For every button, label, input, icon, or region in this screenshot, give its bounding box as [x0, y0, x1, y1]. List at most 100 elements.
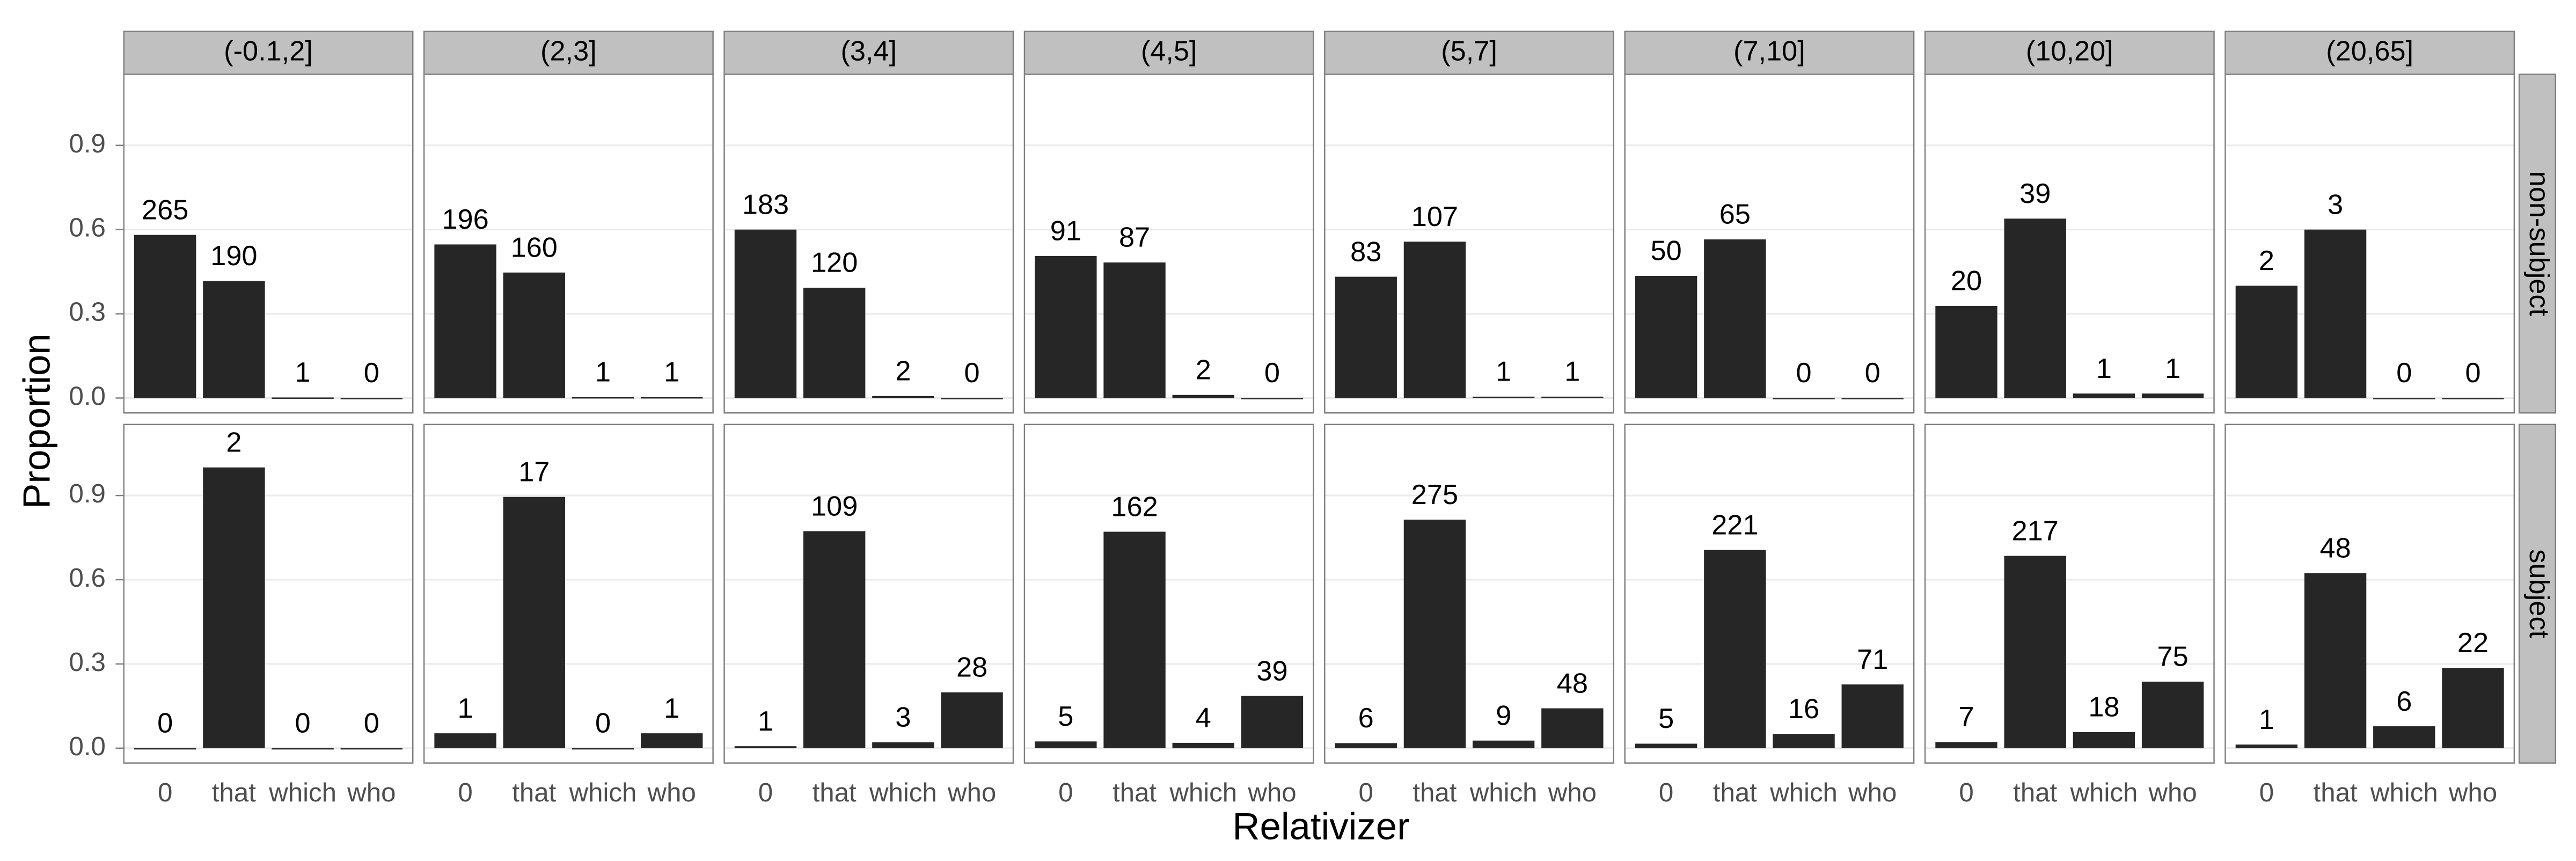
count-label: 0	[364, 708, 379, 739]
panel-border	[1624, 74, 1915, 414]
bar	[1472, 740, 1535, 748]
bar	[503, 497, 565, 748]
panel-border	[123, 74, 414, 414]
bar	[340, 748, 402, 750]
x-tick-label: 0	[1359, 778, 1373, 807]
bar	[2442, 668, 2504, 748]
bar	[272, 397, 334, 399]
panel-border	[1023, 424, 1314, 764]
x-tick-label: that	[813, 778, 857, 807]
count-label: 2	[1196, 354, 1211, 385]
bar	[2373, 726, 2435, 748]
count-label: 0	[595, 708, 611, 739]
count-label: 7	[1958, 702, 1974, 733]
bar	[1841, 398, 1904, 399]
x-tick-label: who	[947, 778, 996, 807]
x-tick-label: 0	[1659, 778, 1673, 807]
x-tick-label: who	[2148, 778, 2197, 807]
bar	[203, 467, 265, 748]
facet-column-label: (-0.1,2]	[224, 35, 313, 67]
count-label: 0	[157, 708, 173, 739]
count-label: 50	[1651, 236, 1682, 267]
bar	[1172, 742, 1234, 748]
x-tick-label: which	[1169, 778, 1237, 807]
bar	[2304, 573, 2367, 748]
count-label: 6	[2396, 686, 2412, 717]
panel-border	[1023, 74, 1314, 414]
count-label: 1	[1496, 356, 1511, 388]
count-label: 17	[518, 456, 550, 487]
count-label: 2	[226, 427, 241, 458]
x-tick-label: that	[1713, 778, 1757, 807]
count-label: 160	[511, 232, 558, 263]
count-label: 3	[2328, 189, 2343, 220]
y-tick-label: 0.3	[69, 297, 106, 327]
x-tick-label: 0	[758, 778, 773, 807]
bar	[803, 287, 866, 398]
x-tick-label: who	[647, 778, 696, 807]
bar	[340, 398, 402, 399]
count-label: 2	[2259, 245, 2274, 276]
bar	[1241, 696, 1304, 748]
x-tick-label: which	[268, 778, 336, 807]
count-label: 87	[1119, 222, 1150, 253]
bar	[1172, 395, 1234, 398]
count-label: 0	[2396, 357, 2412, 389]
bar	[203, 281, 265, 398]
bar	[1635, 743, 1697, 748]
bar	[941, 692, 1003, 748]
bar	[1103, 531, 1166, 748]
count-label: 0	[2465, 357, 2480, 389]
x-tick-label: which	[1469, 778, 1538, 807]
x-tick-label: that	[2013, 778, 2057, 807]
bar	[2004, 218, 2066, 398]
bar	[2373, 398, 2435, 399]
bar	[572, 748, 634, 750]
bar	[1841, 684, 1904, 748]
facet-strip	[2224, 31, 2515, 75]
bar	[1035, 741, 1097, 748]
bar	[434, 733, 496, 748]
count-label: 91	[1050, 216, 1081, 247]
x-tick-label: who	[1247, 778, 1296, 807]
count-label: 120	[811, 247, 858, 279]
count-label: 265	[142, 194, 188, 225]
x-tick-label: that	[2314, 778, 2358, 807]
count-label: 162	[1111, 491, 1158, 522]
x-tick-label: that	[1113, 778, 1157, 807]
panel-background	[123, 424, 413, 763]
x-tick-label: who	[2448, 778, 2497, 807]
count-label: 190	[210, 240, 257, 272]
x-tick-label: which	[2370, 778, 2438, 807]
count-label: 1	[2165, 353, 2180, 384]
count-label: 0	[1865, 357, 1880, 389]
x-tick-label: who	[1848, 778, 1897, 807]
facet-column-label: (20,65]	[2326, 35, 2413, 67]
bar	[2235, 745, 2298, 748]
y-tick-label: 0.0	[69, 732, 106, 761]
count-label: 83	[1350, 236, 1381, 267]
panel-background	[424, 424, 713, 763]
x-tick-label: who	[1548, 778, 1597, 807]
count-label: 28	[956, 652, 987, 683]
x-tick-label: 0	[1058, 778, 1073, 807]
panel-background	[1324, 424, 1614, 763]
bar	[1773, 734, 1835, 748]
count-label: 48	[1557, 668, 1588, 699]
x-tick-label: that	[1413, 778, 1457, 807]
facet-column-label: (2,3]	[540, 35, 597, 67]
count-label: 109	[811, 491, 858, 522]
count-label: 0	[1264, 357, 1280, 389]
x-tick-label: 0	[2259, 778, 2274, 807]
count-label: 5	[1058, 701, 1073, 732]
facet-column-label: (5,7]	[1441, 35, 1497, 67]
x-tick-label: which	[569, 778, 637, 807]
bar	[2235, 286, 2298, 398]
x-tick-label: 0	[158, 778, 172, 807]
bar	[2304, 229, 2367, 398]
panel-border	[423, 424, 714, 764]
count-label: 75	[2157, 641, 2189, 673]
count-label: 196	[442, 204, 488, 235]
count-label: 9	[1496, 700, 1511, 731]
count-label: 0	[364, 357, 379, 389]
